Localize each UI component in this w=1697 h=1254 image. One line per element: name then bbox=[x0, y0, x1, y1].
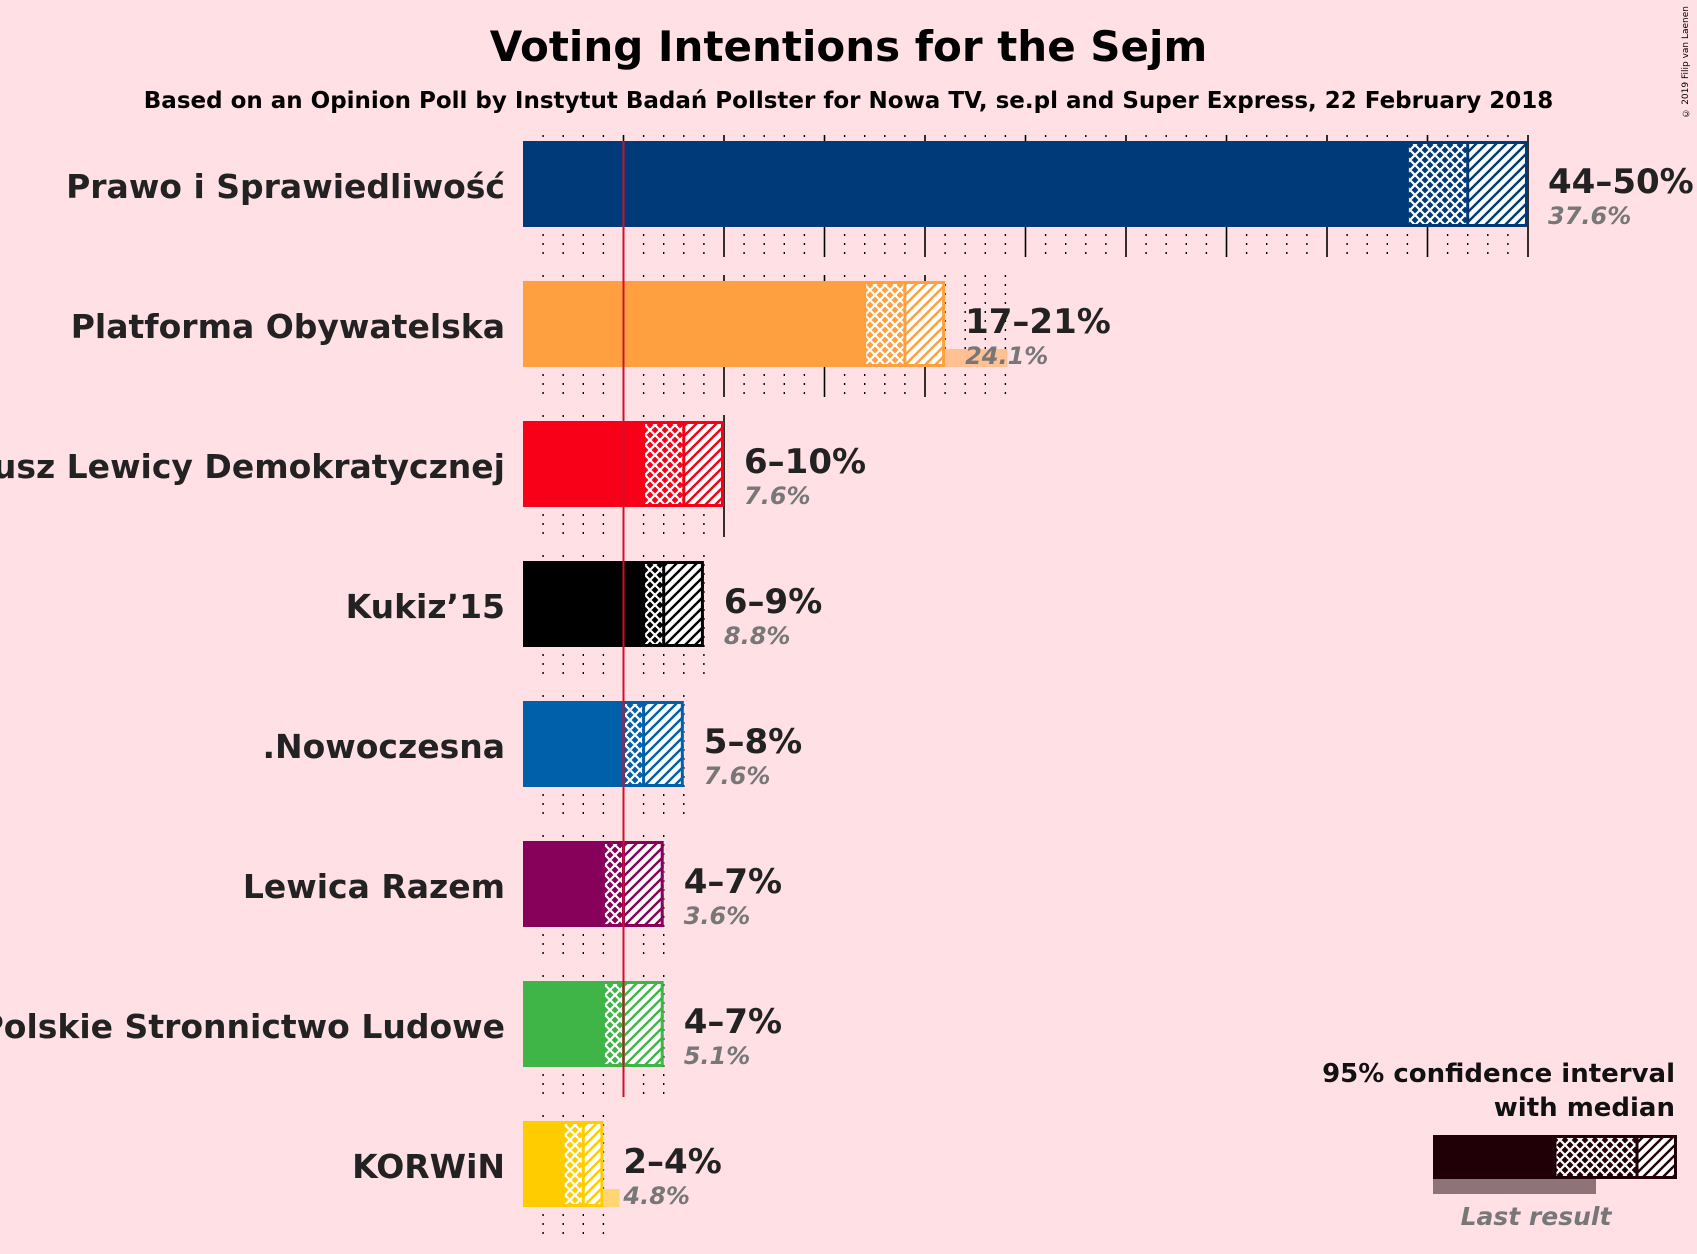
last-result-label: 4.8% bbox=[622, 1182, 690, 1210]
legend-title-line1: 95% confidence interval bbox=[1322, 1059, 1675, 1089]
legend-title-line2: with median bbox=[1494, 1093, 1675, 1123]
labels: Prawo i Sprawiedliwość 44–50%37.6% Platfor… bbox=[0, 162, 1694, 1210]
last-result-label: 37.6% bbox=[1548, 202, 1631, 230]
ci-range-label: 4–7% bbox=[684, 862, 782, 902]
ci-upper-half bbox=[623, 841, 664, 927]
ci-lower-half bbox=[603, 981, 624, 1067]
ci-upper-half bbox=[663, 561, 704, 647]
ci-upper-half bbox=[583, 1121, 604, 1207]
legend-ci-outline bbox=[1553, 1135, 1677, 1179]
ci-outline bbox=[601, 981, 664, 1067]
ci-solid-bar bbox=[523, 841, 604, 927]
ci-outline bbox=[601, 841, 664, 927]
ci-solid-bar bbox=[523, 141, 1408, 227]
last-result-label: 7.6% bbox=[744, 482, 811, 510]
ci-outline bbox=[642, 561, 704, 647]
party-label: Polskie Stronnictwo Ludowe bbox=[0, 1007, 505, 1046]
ci-upper-half bbox=[904, 281, 946, 367]
last-result-label: 8.8% bbox=[724, 622, 791, 650]
ci-lower-half bbox=[603, 841, 624, 927]
last-result-label: 24.1% bbox=[965, 342, 1048, 370]
ci-lower-half bbox=[643, 561, 664, 647]
ci-range-label: 6–9% bbox=[724, 582, 822, 622]
legend-last-result-swatch bbox=[1433, 1176, 1596, 1194]
ci-range-label: 17–21% bbox=[965, 302, 1111, 342]
ci-solid-bar bbox=[523, 281, 865, 367]
ci-solid-bar bbox=[523, 981, 604, 1067]
ci-range-label: 6–10% bbox=[744, 442, 866, 482]
legend-diagonal-swatch bbox=[1637, 1135, 1677, 1179]
ci-lower-half bbox=[623, 701, 644, 787]
ci-solid-bar bbox=[523, 701, 624, 787]
ci-lower-half bbox=[563, 1121, 584, 1207]
party-label: Platforma Obywatelska bbox=[71, 307, 505, 346]
party-label: Sojusz Lewicy Demokratycznej bbox=[0, 447, 505, 486]
legend-crosshatch-swatch bbox=[1555, 1135, 1637, 1179]
ci-lower-half bbox=[1407, 141, 1468, 227]
legend-solid-swatch bbox=[1433, 1135, 1555, 1179]
last-result-label: 3.6% bbox=[684, 902, 751, 930]
ci-upper-half bbox=[683, 421, 724, 507]
ci-range-label: 2–4% bbox=[623, 1142, 721, 1182]
last-result-label: 7.6% bbox=[704, 762, 771, 790]
ci-solid-bar bbox=[523, 1121, 564, 1207]
ci-upper-half bbox=[623, 981, 664, 1067]
ci-upper-half bbox=[1467, 141, 1528, 227]
ci-solid-bar bbox=[523, 421, 644, 507]
ci-range-label: 44–50% bbox=[1548, 162, 1694, 202]
chart-subtitle: Based on an Opinion Poll by Instytut Bad… bbox=[143, 88, 1554, 114]
party-label: Prawo i Sprawiedliwość bbox=[66, 167, 505, 206]
ci-upper-half bbox=[643, 701, 684, 787]
ci-lower-half bbox=[643, 421, 684, 507]
bars bbox=[523, 141, 1529, 1207]
party-label: Lewica Razem bbox=[243, 867, 505, 906]
party-label: Kukiz’15 bbox=[346, 587, 505, 626]
ci-range-label: 4–7% bbox=[684, 1002, 782, 1042]
party-label: KORWiN bbox=[352, 1147, 505, 1186]
last-result-label: 5.1% bbox=[684, 1042, 751, 1070]
ci-lower-half bbox=[864, 281, 905, 367]
chart-title: Voting Intentions for the Sejm bbox=[489, 22, 1208, 71]
ci-range-label: 5–8% bbox=[704, 722, 802, 762]
party-label: .Nowoczesna bbox=[262, 727, 505, 766]
legend-last-result-label: Last result bbox=[1461, 1202, 1613, 1231]
legend: 95% confidence interval with median Last r… bbox=[1322, 1059, 1677, 1231]
ci-solid-bar bbox=[523, 561, 644, 647]
